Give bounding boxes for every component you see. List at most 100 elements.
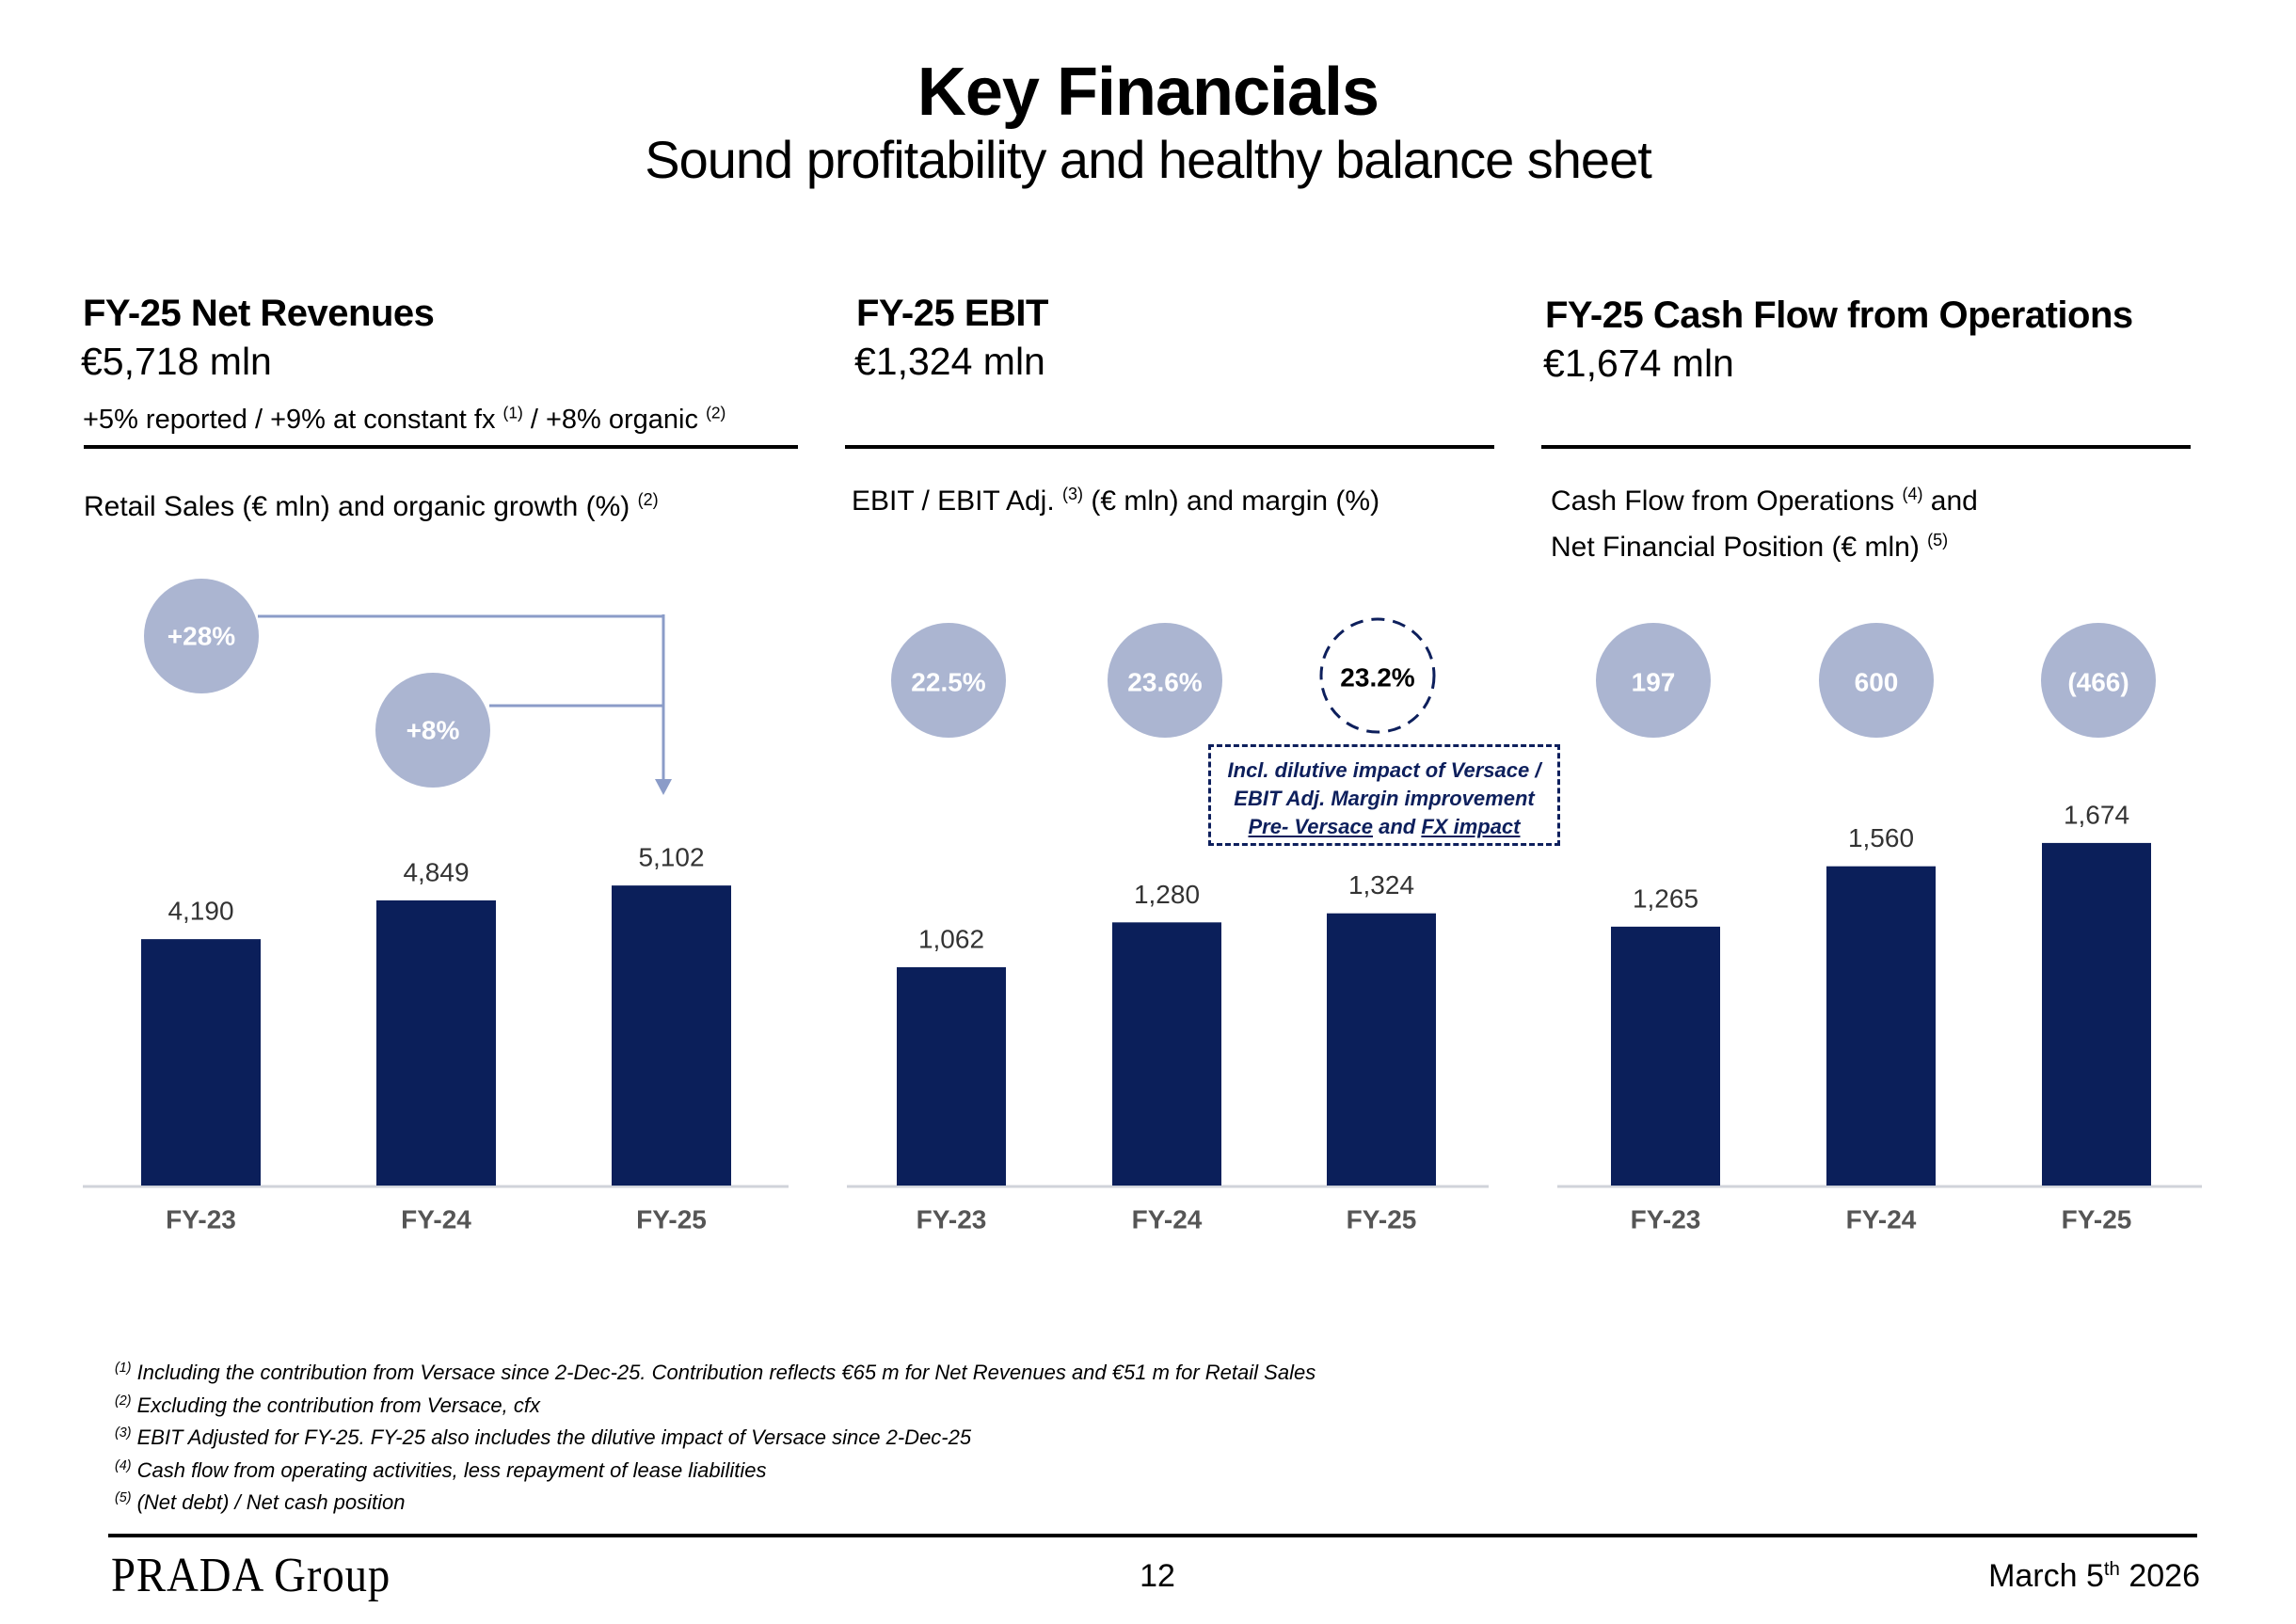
cash-flow-title: FY-25 Cash Flow from Operations — [1545, 295, 2133, 336]
ebit-annotation-box: Incl. dilutive impact of Versace / EBIT … — [1208, 744, 1560, 846]
footnote-ref-1: (1) — [502, 403, 523, 422]
annotation-line-1: Incl. dilutive impact of Versace / — [1227, 758, 1541, 782]
footnote-number: (5) — [115, 1490, 132, 1506]
annotation-line-3: Pre- Versace and FX impact — [1211, 813, 1557, 841]
value-label: 1,674 — [2064, 800, 2129, 829]
growth-bubble — [375, 673, 490, 788]
ebit-title: FY-25 EBIT — [856, 293, 1048, 334]
footnote-text: EBIT Adjusted for FY-25. FY-25 also incl… — [131, 1425, 972, 1449]
value-label: 1,265 — [1633, 884, 1698, 913]
footnote-number: (3) — [115, 1425, 132, 1441]
growth-bubble-label: +28% — [167, 622, 235, 651]
chart-1: 4,190 FY-23 4,849 FY-24 5,102 FY-25 — [83, 843, 789, 1234]
retail-sales-chart-subtitle: Retail Sales (€ mln) and organic growth … — [84, 489, 659, 525]
category-label: FY-24 — [401, 1205, 471, 1234]
category-label: FY-25 — [1347, 1205, 1417, 1234]
chart-subtitle-text: EBIT / EBIT Adj. — [852, 486, 1062, 517]
bar-fy-24 — [1112, 922, 1221, 1186]
growth-bubbles: +28% +8% — [144, 579, 672, 795]
bar-fy-24 — [376, 900, 496, 1186]
value-label: 1,062 — [918, 924, 984, 953]
annotation-underlined-pre-versace: Pre- Versace — [1248, 815, 1374, 838]
chart-subtitle-text-end: (€ mln) and margin (%) — [1083, 486, 1380, 517]
margin-bubbles: 22.5% 23.6% 23.2% — [891, 617, 1436, 738]
growth-bubble — [144, 579, 259, 693]
margin-bubble-label: 22.5% — [911, 668, 985, 697]
bar-fy-23 — [1611, 926, 1720, 1186]
page-title: Key Financials — [917, 55, 1379, 130]
page-number: 12 — [1140, 1558, 1175, 1594]
date-year: 2026 — [2119, 1558, 2200, 1594]
chart-2: 1,062 FY-23 1,280 FY-24 1,324 FY-25 — [847, 870, 1489, 1234]
date-text: March 5 — [1988, 1558, 2104, 1594]
chart-subtitle-text: Cash Flow from Operations — [1551, 486, 1903, 517]
footnote-ref-5: (5) — [1927, 531, 1949, 550]
ebit-chart-subtitle: EBIT / EBIT Adj. (3) (€ mln) and margin … — [852, 484, 1379, 519]
footnote-number: (2) — [115, 1393, 132, 1409]
category-label: FY-25 — [2062, 1205, 2132, 1234]
chart-subtitle-text: Net Financial Position (€ mln) — [1551, 532, 1928, 563]
footnotes: (1) Including the contribution from Vers… — [115, 1357, 1315, 1520]
footnote-ref-4: (4) — [1902, 485, 1923, 504]
net-revenues-title: FY-25 Net Revenues — [83, 293, 435, 334]
date-ordinal: th — [2103, 1558, 2120, 1580]
footnote-4: (4) Cash flow from operating activities,… — [115, 1455, 1315, 1488]
cash-flow-chart-subtitle-line1: Cash Flow from Operations (4) and — [1551, 484, 1978, 519]
annotation-line-2: EBIT Adj. Margin improvement — [1234, 787, 1535, 810]
growth-bubble-label: +8% — [407, 716, 460, 745]
chart-subtitle-text: Retail Sales (€ mln) and organic growth … — [84, 491, 638, 522]
bar-fy-24 — [1826, 866, 1936, 1186]
nfp-bubble — [1819, 623, 1934, 738]
bar-fy-23 — [897, 966, 1006, 1186]
footnote-1: (1) Including the contribution from Vers… — [115, 1357, 1315, 1390]
footnote-ref-2: (2) — [706, 403, 726, 422]
nfp-bubble-label: 600 — [1855, 668, 1899, 697]
chart-3: 1,265 FY-23 1,560 FY-24 1,674 FY-25 — [1557, 800, 2202, 1234]
margin-bubble-label: 23.6% — [1127, 668, 1202, 697]
footnote-text: Including the contribution from Versace … — [131, 1361, 1316, 1384]
value-label: 1,324 — [1348, 870, 1414, 900]
annotation-underlined-fx-impact: FX impact — [1421, 815, 1521, 838]
category-label: FY-23 — [917, 1205, 987, 1234]
footnote-number: (4) — [115, 1457, 132, 1473]
value-label: 1,560 — [1848, 823, 1914, 852]
bar-fy-25 — [2042, 842, 2151, 1186]
category-label: FY-23 — [1631, 1205, 1701, 1234]
presentation-date: March 5th 2026 — [1988, 1557, 2200, 1595]
value-label: 4,190 — [167, 897, 233, 926]
value-label: 1,280 — [1134, 880, 1200, 909]
footnote-text: Excluding the contribution from Versace,… — [131, 1393, 540, 1417]
margin-bubble-dashed — [1319, 617, 1436, 734]
section-divider — [845, 445, 1494, 449]
net-revenues-value: €5,718 mln — [81, 340, 272, 383]
cash-flow-chart-subtitle-line2: Net Financial Position (€ mln) (5) — [1551, 530, 1948, 565]
footer-divider — [108, 1534, 2197, 1537]
growth-text-2: / +8% organic — [522, 405, 707, 435]
footnote-5: (5) (Net debt) / Net cash position — [115, 1487, 1315, 1520]
category-label: FY-25 — [636, 1205, 707, 1234]
footnote-ref-3: (3) — [1062, 485, 1083, 504]
value-label: 4,849 — [403, 857, 469, 886]
bar-fy-23 — [141, 939, 261, 1186]
category-label: FY-24 — [1846, 1205, 1917, 1234]
category-label: FY-23 — [166, 1205, 236, 1234]
value-label: 5,102 — [638, 843, 704, 872]
net-revenues-growth: +5% reported / +9% at constant fx (1) / … — [83, 403, 725, 437]
page-subtitle: Sound profitability and healthy balance … — [645, 130, 1652, 189]
nfp-bubbles: 197 600 (466) — [1596, 623, 2156, 738]
nfp-bubble-label: (466) — [2067, 668, 2129, 697]
footnote-number: (1) — [115, 1361, 132, 1377]
footnote-text: Cash flow from operating activities, les… — [131, 1457, 767, 1482]
ebit-value: €1,324 mln — [854, 340, 1045, 383]
margin-bubble — [891, 623, 1006, 738]
category-label: FY-24 — [1132, 1205, 1203, 1234]
section-divider — [84, 445, 798, 449]
bar-fy-25 — [1327, 913, 1436, 1186]
footnote-2: (2) Excluding the contribution from Vers… — [115, 1390, 1315, 1423]
footnote-3: (3) EBIT Adjusted for FY-25. FY-25 also … — [115, 1422, 1315, 1455]
chart-subtitle-text-end: and — [1922, 486, 1978, 517]
nfp-bubble-label: 197 — [1632, 668, 1676, 697]
footnote-text: (Net debt) / Net cash position — [131, 1490, 406, 1514]
footnote-ref-2: (2) — [637, 490, 659, 510]
